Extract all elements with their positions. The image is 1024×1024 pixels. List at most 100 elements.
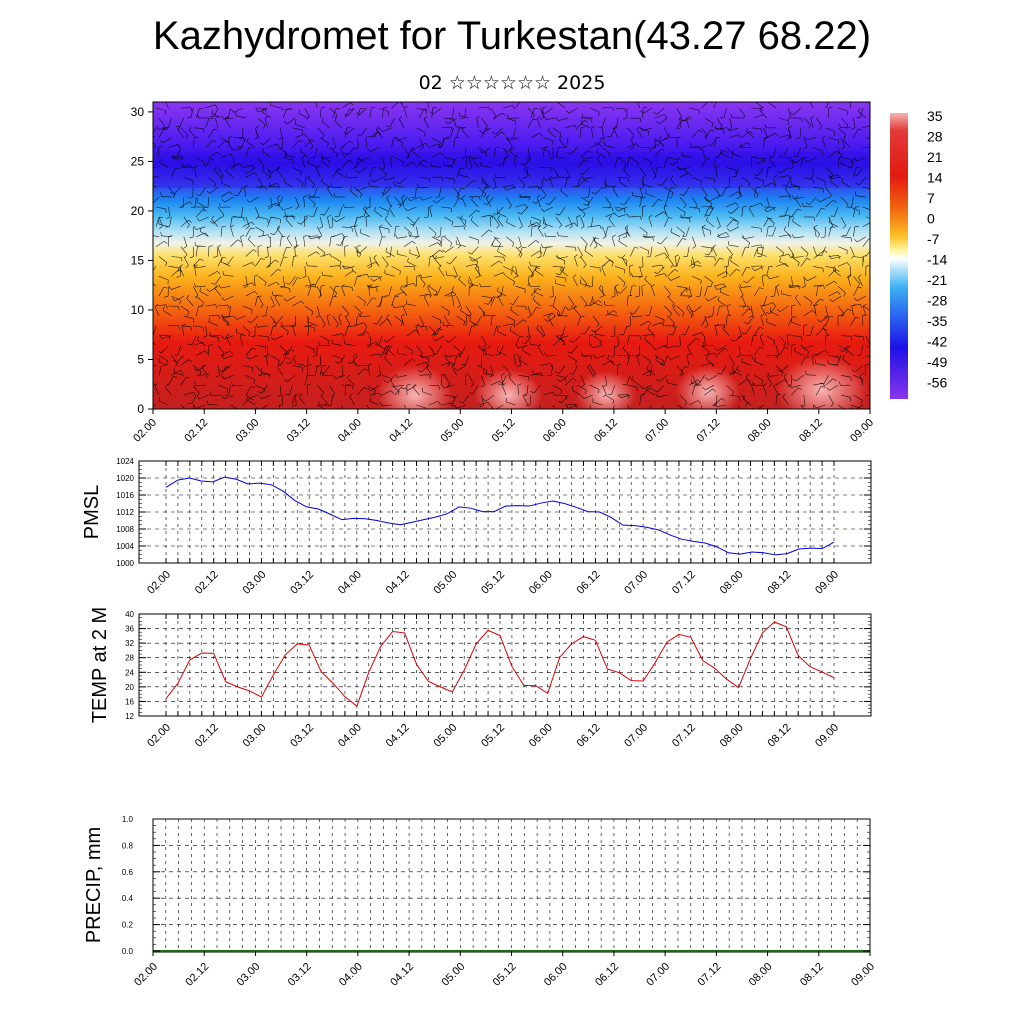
wind-barb [568, 355, 577, 362]
wind-barb [629, 286, 632, 297]
wind-barb-flag [802, 202, 804, 207]
wind-barb [193, 365, 202, 372]
wind-barb [754, 361, 764, 366]
wind-barb-flag [690, 143, 692, 148]
wind-barb [592, 345, 603, 349]
wind-barb-flag [792, 160, 796, 164]
wind-barb [422, 196, 432, 201]
wind-barb-flag [752, 381, 754, 386]
wind-barb [153, 365, 157, 367]
wind-barb [639, 226, 648, 234]
wind-barb [814, 306, 817, 316]
wind-barb-flag [366, 206, 371, 209]
wind-barb-flag [557, 102, 558, 103]
wind-barb [176, 355, 185, 363]
wind-barb-flag [483, 202, 488, 205]
wind-barb [587, 366, 594, 376]
wind-barb-flag [835, 269, 840, 272]
wind-barb-flag [311, 283, 316, 286]
wind-barb [630, 215, 641, 218]
wind-barb [518, 196, 529, 198]
wind-barb-flag [702, 145, 707, 148]
wind-barb [754, 375, 763, 381]
wind-barb [188, 130, 197, 138]
wind-barb-flag [496, 164, 501, 167]
wind-barb-flag [451, 221, 454, 226]
wind-barb [775, 365, 784, 373]
wind-barb-flag [536, 307, 541, 309]
wind-barb [746, 131, 755, 138]
wind-barb [180, 246, 188, 255]
wind-barb-flag [845, 125, 849, 129]
wind-barb-flag [680, 214, 683, 219]
wind-barb-flag [290, 348, 295, 352]
y-tick-label: 36 [125, 625, 134, 634]
wind-barb-flag [384, 174, 387, 178]
wind-barb-flag [493, 212, 497, 216]
wind-barb-flag [300, 300, 305, 305]
wind-barb [837, 262, 848, 267]
wind-barb-flag [157, 350, 162, 354]
wind-barb [530, 250, 540, 257]
wind-barb-flag [602, 394, 607, 398]
wind-barb [560, 375, 569, 382]
wind-barb-flag [808, 125, 811, 129]
wind-barb [729, 394, 740, 397]
wind-barb [502, 157, 505, 168]
wind-barb [636, 355, 640, 366]
wind-barb [490, 365, 494, 376]
wind-barb [341, 236, 345, 247]
wind-barb [223, 355, 234, 359]
wind-barb [258, 216, 268, 220]
wind-barb-flag [751, 156, 756, 158]
wind-barb [211, 218, 219, 227]
wind-barb [397, 352, 408, 356]
wind-barb [332, 333, 343, 336]
wind-barb [626, 226, 628, 237]
wind-barb [276, 228, 284, 237]
wind-barb-flag [315, 96, 319, 98]
wind-barb-flag [776, 355, 779, 360]
wind-barb-flag [555, 414, 558, 417]
wind-barb [809, 196, 817, 205]
wind-barb-flag [540, 372, 543, 377]
wind-barb-flag [479, 283, 482, 288]
wind-barb [222, 365, 231, 373]
wind-barb [386, 335, 395, 343]
wind-barb-flag [392, 304, 395, 308]
wind-barb [365, 216, 368, 227]
wind-barb [223, 335, 234, 340]
wind-barb [450, 127, 454, 138]
wind-barb-flag [826, 387, 830, 391]
wind-barb [403, 240, 413, 247]
wind-barb [757, 404, 764, 409]
wind-barb-flag [183, 245, 187, 249]
wind-barb [452, 107, 454, 118]
wind-barb-flag [739, 283, 742, 288]
wind-barb-flag [788, 254, 791, 258]
wind-barb [631, 379, 640, 386]
wind-barb [651, 199, 659, 208]
wind-barb [245, 347, 253, 356]
wind-barb-flag [239, 333, 244, 337]
x-tick-label: 02.12 [182, 417, 210, 445]
wind-barb-flag [788, 214, 791, 219]
wind-barb [803, 177, 814, 181]
wind-barb [436, 286, 442, 296]
wind-barb [229, 305, 231, 316]
wind-barb-flag [669, 312, 672, 317]
wind-barb [428, 384, 439, 387]
wind-barb [518, 375, 529, 377]
wind-barb [654, 315, 665, 321]
wind-barb [247, 167, 256, 174]
wind-barb-flag [248, 332, 251, 337]
wind-barb [800, 246, 809, 254]
wind-barb [590, 216, 594, 227]
wind-barb-flag [310, 146, 314, 150]
wind-barb-flag [857, 107, 861, 112]
wind-barb [643, 107, 653, 114]
wind-barb-flag [648, 214, 653, 218]
wind-barb-flag [349, 140, 353, 144]
wind-barb-flag [341, 233, 345, 237]
wind-barb-flag [784, 185, 788, 190]
